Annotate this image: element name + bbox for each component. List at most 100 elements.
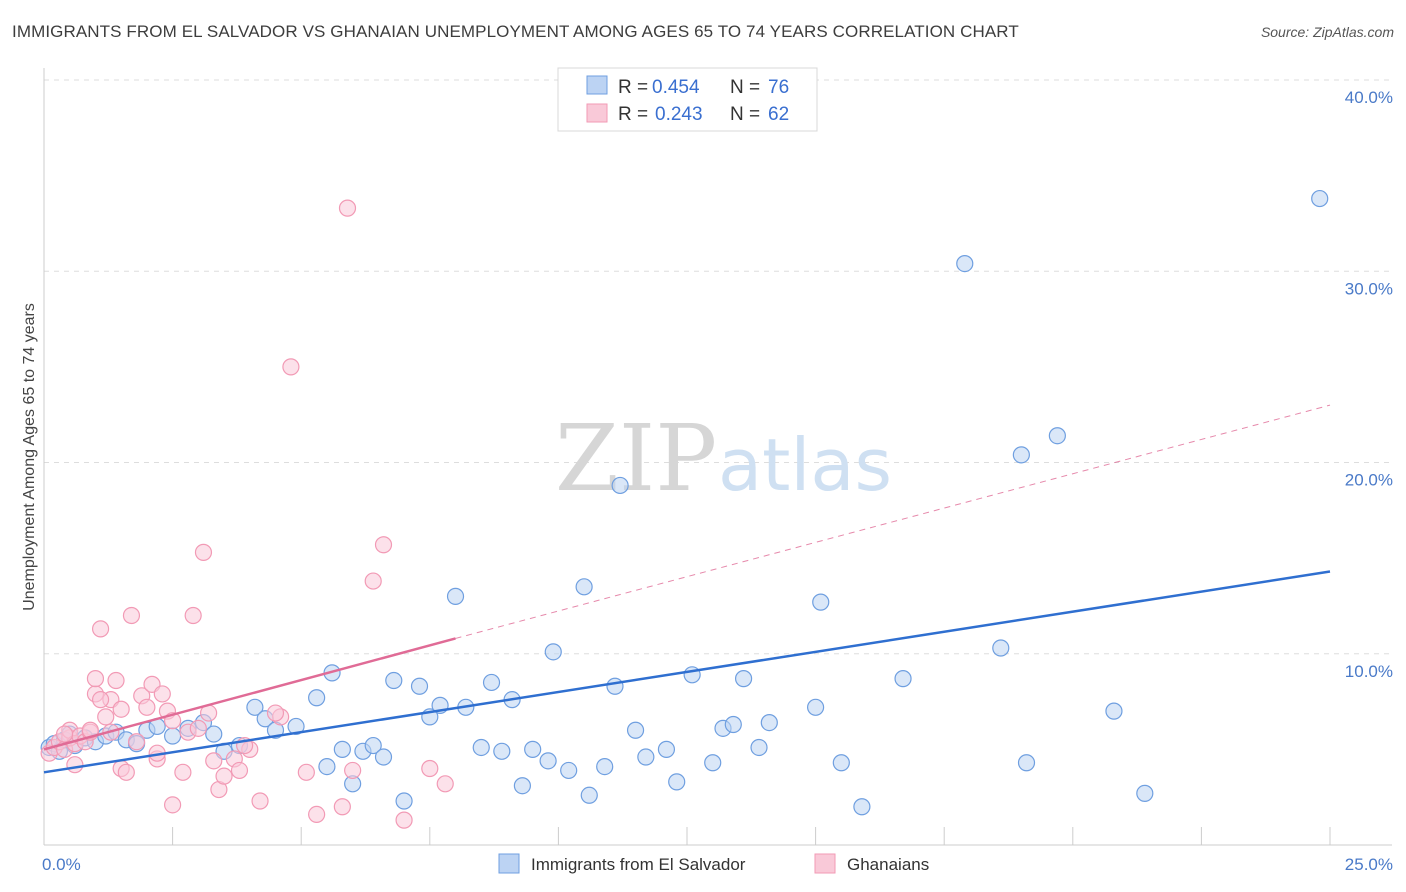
data-point-el-salvador [560,761,578,780]
data-point-ghanaians [81,721,99,739]
data-point-ghanaians [344,761,362,780]
trend-line-el-salvador [43,570,1331,774]
data-point-el-salvador [606,677,624,695]
data-point-ghanaians [338,199,357,217]
bottom-legend-swatch-blue [498,853,520,874]
data-point-el-salvador [1136,784,1154,802]
data-point-ghanaians [333,798,351,816]
data-point-el-salvador [853,798,871,816]
trend-line-extension-ghanaians [455,404,1331,639]
data-point-ghanaians [107,671,125,690]
data-point-el-salvador [657,740,676,758]
data-point-ghanaians [189,719,207,737]
bottom-legend-swatch-pink [814,853,836,874]
data-point-ghanaians [122,606,141,625]
data-point-el-salvador [637,748,655,766]
legend-swatch-pink [586,103,608,123]
bottom-legend: Immigrants from El Salvador Ghanaians [498,853,929,874]
data-point-ghanaians [251,792,269,810]
data-point-ghanaians [421,759,439,778]
data-point-el-salvador [806,698,825,716]
data-point-ghanaians [66,756,84,774]
data-point-ghanaians [138,698,156,716]
data-point-el-salvador [704,754,722,772]
x-tick-label-min: 0.0% [42,855,81,874]
data-point-ghanaians [86,670,105,688]
y-tick-label: 40.0% [1345,88,1393,107]
data-point-el-salvador [539,752,557,770]
data-point-el-salvador [524,740,542,758]
data-point-ghanaians [364,572,382,590]
data-point-ghanaians [308,805,326,824]
legend-r-value-2: 0.243 [655,104,703,125]
data-point-el-salvador [333,740,351,758]
data-point-el-salvador [760,713,778,732]
data-point-ghanaians [174,763,192,781]
data-point-ghanaians [395,811,413,829]
data-point-el-salvador [1311,189,1329,208]
data-point-el-salvador [205,725,223,743]
legend-n-label-1: N = [730,77,760,98]
data-point-ghanaians [184,606,202,625]
data-point-el-salvador [575,578,593,596]
data-point-el-salvador [1012,446,1030,464]
legend-n-value-1: 76 [768,77,789,98]
data-point-el-salvador [308,689,326,707]
data-point-el-salvador [287,717,305,736]
data-point-ghanaians [97,708,115,726]
data-point-el-salvador [395,792,413,810]
axes [43,68,1392,846]
data-point-el-salvador [482,673,501,692]
data-point-ghanaians [164,796,182,814]
data-point-el-salvador [724,715,742,734]
bottom-legend-label-1: Immigrants from El Salvador [531,855,746,874]
data-point-el-salvador [1048,427,1066,445]
data-point-el-salvador [596,757,614,776]
data-point-el-salvador [513,777,531,795]
data-point-el-salvador [364,736,382,755]
bottom-legend-label-2: Ghanaians [847,855,929,874]
data-point-el-salvador [246,698,264,716]
data-point-ghanaians [55,725,74,743]
legend: R = 0.454 N = 76 R = 0.243 N = 62 [557,67,818,132]
data-point-el-salvador [626,721,645,739]
chart-source: Source: ZipAtlas.com [1260,24,1394,40]
y-tick-labels: 10.0% 20.0% 30.0% 40.0% [1345,88,1393,681]
grid-lines [44,79,1392,655]
x-tick-label-max: 25.0% [1345,855,1393,874]
data-point-ghanaians [297,763,315,781]
data-point-el-salvador [472,738,490,757]
legend-r-value-1: 0.454 [652,77,700,98]
watermark: ZIP atlas [555,405,892,512]
data-point-ghanaians [112,700,130,718]
data-point-el-salvador [318,757,336,776]
data-point-ghanaians [266,704,285,722]
data-point-el-salvador [611,476,629,495]
data-point-el-salvador [812,593,830,611]
data-point-ghanaians [230,761,249,780]
data-point-el-salvador [1105,702,1123,720]
legend-r-label-2: R = [618,104,648,125]
legend-n-label-2: N = [730,104,760,125]
data-point-el-salvador [668,773,686,791]
trend-lines [43,404,1331,774]
data-point-el-salvador [956,255,974,273]
data-point-el-salvador [164,727,182,745]
data-point-ghanaians [436,775,454,793]
legend-r-label-1: R = [618,77,648,98]
data-point-ghanaians [194,543,213,561]
data-point-el-salvador [493,742,511,760]
legend-swatch-blue [586,75,608,95]
data-point-ghanaians [153,685,171,703]
y-tick-label: 30.0% [1345,279,1393,298]
legend-n-value-2: 62 [768,104,789,125]
data-point-el-salvador [446,587,465,605]
data-point-el-salvador [734,670,753,688]
data-point-ghanaians [127,733,146,751]
data-point-ghanaians [215,767,233,785]
watermark-zip: ZIP [555,405,717,512]
data-point-ghanaians [117,763,135,781]
data-point-el-salvador [832,754,850,772]
data-point-el-salvador [750,738,768,757]
